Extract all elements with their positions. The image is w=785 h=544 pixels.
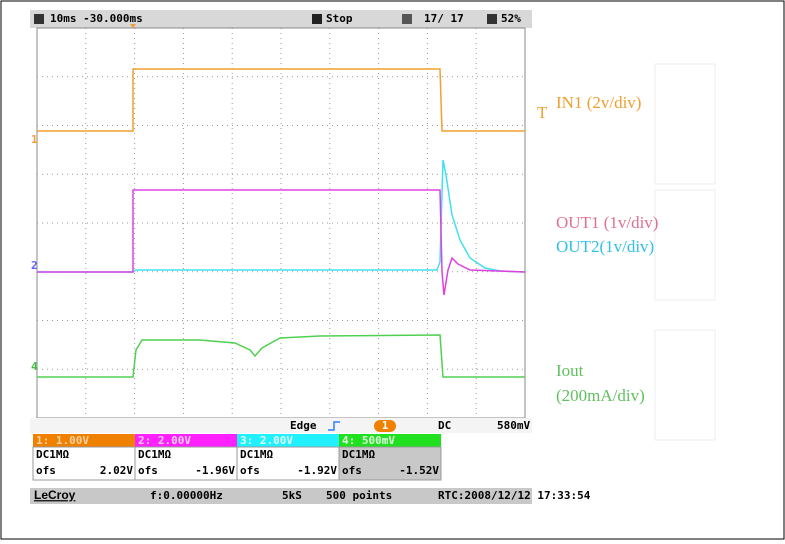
annotation-out2: OUT2(1v/div) bbox=[556, 237, 654, 256]
channel-coupling: DC1MΩ bbox=[240, 448, 273, 461]
icon bbox=[402, 14, 412, 24]
stop-icon[interactable] bbox=[312, 14, 322, 24]
sweep-count: 17/ 17 bbox=[424, 12, 464, 25]
annotation-iout: Iout bbox=[556, 361, 584, 380]
ann-marker: T bbox=[537, 103, 548, 122]
channel-scale: 1: 1.00V bbox=[36, 434, 89, 447]
trigger-row bbox=[30, 418, 532, 433]
icon bbox=[487, 14, 497, 24]
channel-ofs-label: ofs bbox=[240, 464, 260, 477]
annotation-iout-scale: (200mA/div) bbox=[556, 386, 645, 405]
channel-coupling: DC1MΩ bbox=[342, 448, 375, 461]
icon bbox=[34, 14, 44, 24]
run-state[interactable]: Stop bbox=[326, 12, 353, 25]
annotation-in1: IN1 (2v/div) bbox=[556, 93, 641, 112]
trigger-mode: Edge bbox=[290, 419, 317, 432]
percent: 52% bbox=[501, 12, 521, 25]
channel-coupling: DC1MΩ bbox=[138, 448, 171, 461]
rtc: RTC:2008/12/12 17:33:54 bbox=[438, 489, 591, 502]
trigger-level: 580mV bbox=[497, 419, 530, 432]
channel-marker: 4 bbox=[31, 360, 38, 373]
channel-marker: 1 bbox=[31, 133, 38, 146]
trigger-coupling: DC bbox=[438, 419, 451, 432]
brand: LeCroy bbox=[34, 488, 76, 502]
channel-coupling: DC1MΩ bbox=[36, 448, 69, 461]
channel-scale: 3: 2.00V bbox=[240, 434, 293, 447]
trigger-source[interactable]: 1 bbox=[382, 419, 389, 432]
channel-scale: 4: 500mV bbox=[342, 434, 395, 447]
channel-offset: 2.02V bbox=[100, 464, 133, 477]
channel-ofs-label: ofs bbox=[138, 464, 158, 477]
channel-marker: 2 bbox=[31, 259, 38, 272]
channel-scale: 2: 2.00V bbox=[138, 434, 191, 447]
points: 500 points bbox=[326, 489, 392, 502]
frequency: f:0.00000Hz bbox=[150, 489, 223, 502]
channel-offset: -1.52V bbox=[399, 464, 439, 477]
sample-rate: 5kS bbox=[282, 489, 302, 502]
channel-offset: -1.92V bbox=[297, 464, 337, 477]
channel-offset: -1.96V bbox=[195, 464, 235, 477]
channel-ofs-label: ofs bbox=[36, 464, 56, 477]
page: 10ms -30.000ms Stop 17/ 17 52% 1 2 4 Edg… bbox=[0, 0, 785, 540]
channel-ofs-label: ofs bbox=[342, 464, 362, 477]
annotation-out1: OUT1 (1v/div) bbox=[556, 213, 658, 232]
timebase: 10ms -30.000ms bbox=[50, 12, 143, 25]
